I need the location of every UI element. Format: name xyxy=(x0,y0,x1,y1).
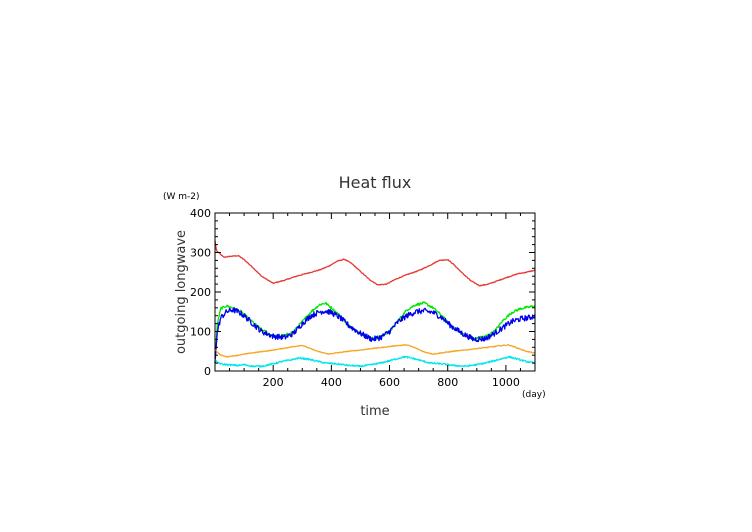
tick-layer: 200 400 600 800 1000 0 100 200 300 400 xyxy=(190,207,535,389)
y-tick-label: 0 xyxy=(204,365,211,378)
y-unit-label: (W m-2) xyxy=(163,192,200,202)
series-line-4 xyxy=(214,355,536,368)
x-unit-label: (day) xyxy=(522,390,546,400)
x-tick-label: 400 xyxy=(321,376,342,389)
series-line-0 xyxy=(214,240,536,287)
x-tick-label: 600 xyxy=(379,376,400,389)
series-layer xyxy=(214,240,536,368)
plot-frame xyxy=(214,212,536,372)
y-tick-label: 400 xyxy=(190,207,211,220)
y-axis-label: outgoing longwave xyxy=(174,230,189,354)
y-tick-label: 300 xyxy=(190,247,211,260)
x-tick-label: 200 xyxy=(263,376,284,389)
x-tick-label: 1000 xyxy=(492,376,520,389)
x-axis-label: time xyxy=(360,404,389,419)
series-line-3 xyxy=(214,343,536,358)
series-line-2 xyxy=(214,307,536,364)
y-tick-label: 100 xyxy=(190,326,211,339)
chart-title: Heat flux xyxy=(339,173,412,192)
y-tick-label: 200 xyxy=(190,286,211,299)
x-tick-label: 800 xyxy=(437,376,458,389)
